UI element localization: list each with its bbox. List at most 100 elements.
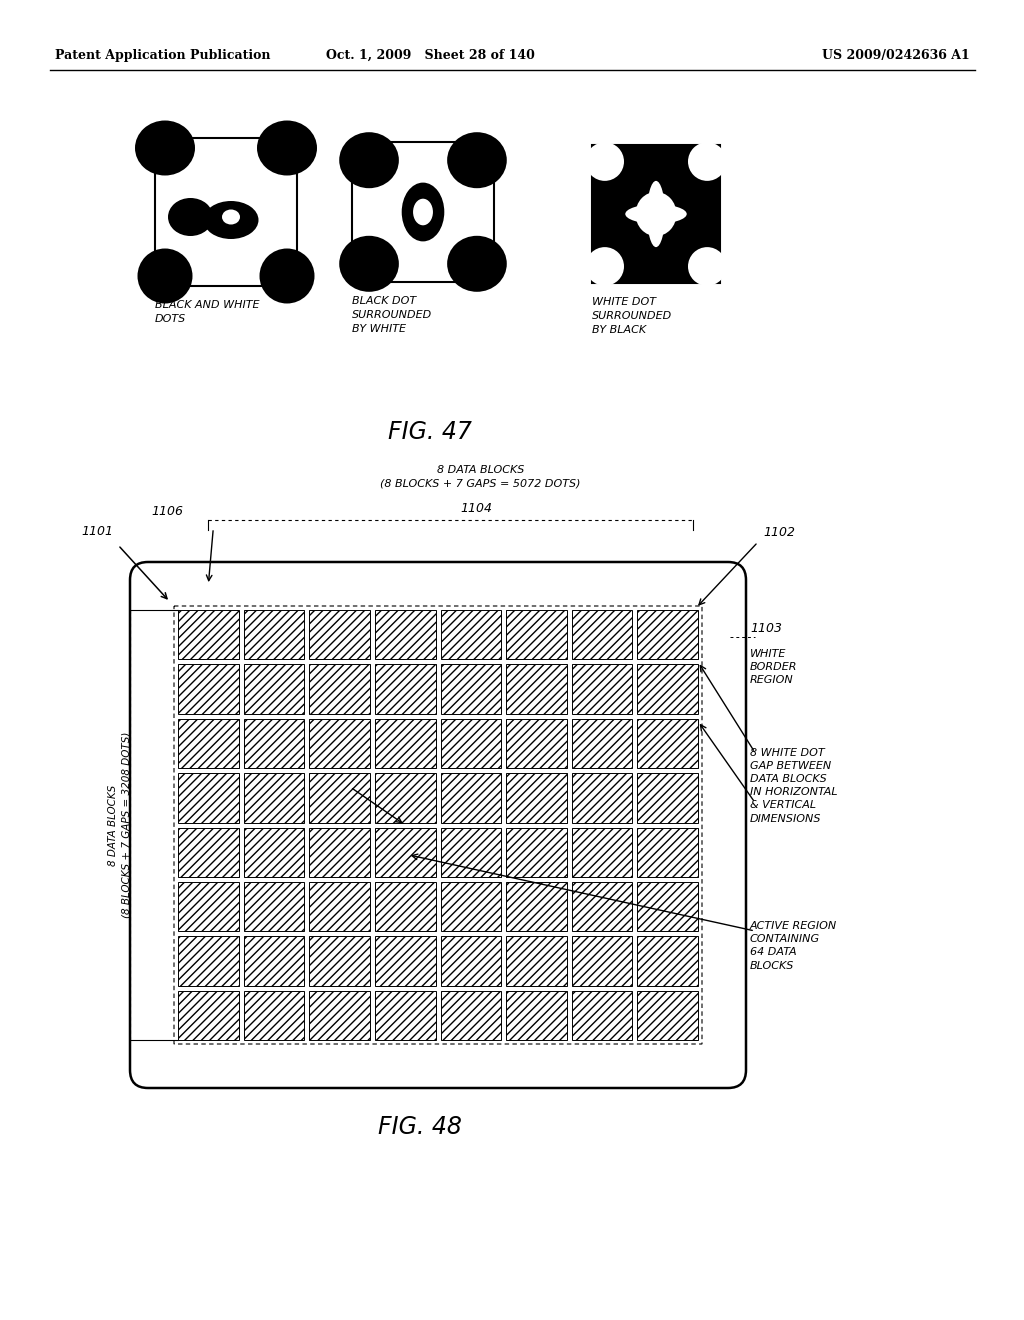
Bar [178, 936, 239, 986]
Bar [244, 990, 304, 1040]
Bar [571, 664, 633, 714]
Text: 8 DATA BLOCKS
(8 BLOCKS + 7 GAPS = 3208 DOTS): 8 DATA BLOCKS (8 BLOCKS + 7 GAPS = 3208 … [109, 731, 132, 919]
Bar [244, 610, 304, 660]
Ellipse shape [636, 191, 677, 236]
Bar [155, 139, 297, 286]
Bar [440, 828, 501, 876]
Bar [309, 610, 370, 660]
Ellipse shape [626, 205, 687, 223]
Ellipse shape [137, 248, 193, 304]
Bar [506, 664, 566, 714]
Bar [440, 610, 501, 660]
Bar [440, 719, 501, 768]
Bar [592, 145, 720, 282]
Text: 1106: 1106 [152, 506, 183, 517]
Text: 1104: 1104 [461, 502, 493, 515]
Bar [637, 774, 698, 822]
Bar [571, 882, 633, 931]
Text: 8 DATA BLOCKS
(8 BLOCKS + 7 GAPS = 5072 DOTS): 8 DATA BLOCKS (8 BLOCKS + 7 GAPS = 5072 … [380, 465, 581, 488]
Bar [637, 990, 698, 1040]
Ellipse shape [447, 132, 507, 189]
Bar [178, 610, 239, 660]
Ellipse shape [339, 132, 399, 189]
Bar [309, 828, 370, 876]
Bar [375, 774, 435, 822]
Bar [178, 774, 239, 822]
Bar [571, 610, 633, 660]
Text: US 2009/0242636 A1: US 2009/0242636 A1 [822, 49, 970, 62]
Text: 1103: 1103 [750, 622, 782, 635]
Bar [506, 719, 566, 768]
Bar [244, 936, 304, 986]
Bar [440, 882, 501, 931]
Ellipse shape [586, 143, 624, 181]
Ellipse shape [204, 201, 258, 239]
Text: BLACK DOT
SURROUNDED
BY WHITE: BLACK DOT SURROUNDED BY WHITE [352, 296, 432, 334]
Bar [244, 664, 304, 714]
Bar [571, 828, 633, 876]
Bar [637, 882, 698, 931]
Bar [178, 990, 239, 1040]
Ellipse shape [401, 182, 444, 242]
Bar [309, 664, 370, 714]
FancyBboxPatch shape [130, 562, 746, 1088]
Bar [178, 664, 239, 714]
Text: WHITE DOT
SURROUNDED
BY BLACK: WHITE DOT SURROUNDED BY BLACK [592, 297, 672, 335]
Bar [375, 719, 435, 768]
Bar [637, 664, 698, 714]
Ellipse shape [413, 199, 433, 226]
Text: WHITE
BORDER
REGION: WHITE BORDER REGION [750, 649, 798, 685]
Ellipse shape [135, 120, 195, 176]
Text: 1101: 1101 [81, 525, 113, 539]
Bar [440, 936, 501, 986]
Bar [506, 990, 566, 1040]
Bar [375, 882, 435, 931]
Bar [637, 719, 698, 768]
Ellipse shape [168, 198, 213, 236]
Bar [244, 828, 304, 876]
Bar [309, 882, 370, 931]
Ellipse shape [688, 247, 726, 285]
Bar [309, 719, 370, 768]
Bar [375, 664, 435, 714]
Ellipse shape [339, 236, 399, 292]
Text: Oct. 1, 2009   Sheet 28 of 140: Oct. 1, 2009 Sheet 28 of 140 [326, 49, 535, 62]
Text: FIG. 48: FIG. 48 [378, 1115, 462, 1139]
Bar [352, 143, 494, 282]
Ellipse shape [257, 120, 317, 176]
Bar [506, 882, 566, 931]
Bar [375, 610, 435, 660]
Ellipse shape [447, 236, 507, 292]
Text: 1102: 1102 [763, 525, 795, 539]
Text: FIG. 47: FIG. 47 [388, 420, 472, 444]
Bar [178, 828, 239, 876]
Bar [440, 664, 501, 714]
Bar [309, 990, 370, 1040]
Ellipse shape [222, 210, 240, 224]
Bar [571, 719, 633, 768]
Bar [178, 719, 239, 768]
Ellipse shape [647, 181, 665, 247]
Bar [375, 990, 435, 1040]
Bar [178, 882, 239, 931]
Text: 8 WHITE DOT
GAP BETWEEN
DATA BLOCKS
IN HORIZONTAL
& VERTICAL
DIMENSIONS: 8 WHITE DOT GAP BETWEEN DATA BLOCKS IN H… [750, 747, 838, 824]
Bar [375, 936, 435, 986]
Text: Patent Application Publication: Patent Application Publication [55, 49, 270, 62]
Bar [244, 719, 304, 768]
Bar [571, 936, 633, 986]
Bar [571, 774, 633, 822]
Bar [440, 774, 501, 822]
Ellipse shape [259, 248, 314, 304]
Bar [375, 828, 435, 876]
Text: BLACK AND WHITE
DOTS: BLACK AND WHITE DOTS [155, 300, 259, 323]
Text: ACTIVE REGION
CONTAINING
64 DATA
BLOCKS: ACTIVE REGION CONTAINING 64 DATA BLOCKS [750, 921, 838, 970]
Bar [309, 774, 370, 822]
Bar [571, 990, 633, 1040]
Bar [637, 610, 698, 660]
Bar [244, 774, 304, 822]
Bar [244, 882, 304, 931]
Bar [309, 936, 370, 986]
Bar [506, 936, 566, 986]
Bar [506, 828, 566, 876]
Bar [506, 610, 566, 660]
